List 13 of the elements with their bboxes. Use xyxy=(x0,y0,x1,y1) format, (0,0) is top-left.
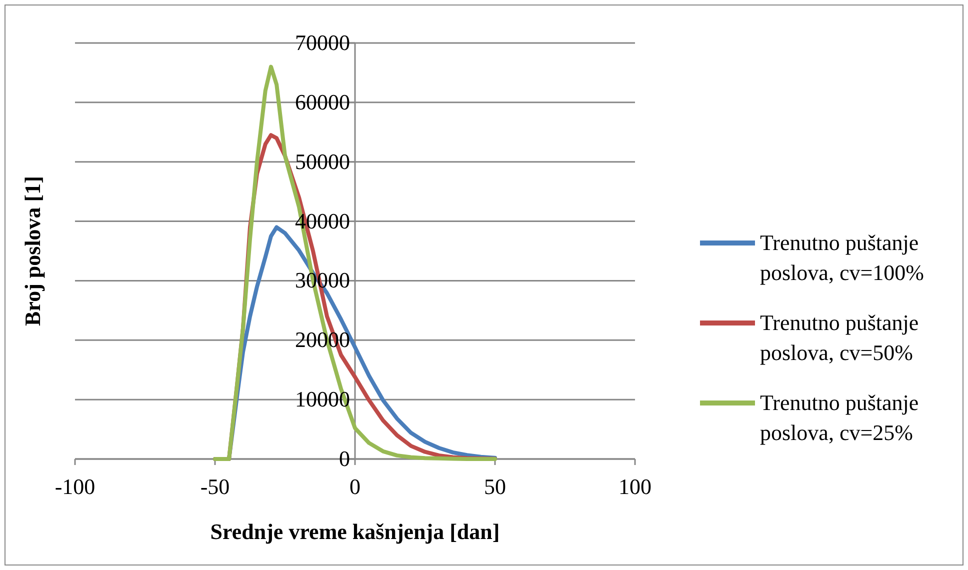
x-tick-label: 50 xyxy=(484,474,506,499)
y-tick-label: 50000 xyxy=(295,148,350,174)
legend-label: Trenutno puštanje poslova, cv=50% xyxy=(760,310,919,365)
y-axis-title: Broj poslova [1] xyxy=(20,176,45,326)
legend-label: Trenutno puštanje poslova, cv=100% xyxy=(760,230,924,285)
x-tick-label: 100 xyxy=(618,474,652,499)
y-tick-label: 0 xyxy=(339,446,350,471)
y-tick-label: 70000 xyxy=(295,30,350,55)
y-tick-label: 60000 xyxy=(295,89,350,114)
legend-label: Trenutno puštanje poslova, cv=25% xyxy=(760,390,919,445)
x-tick-label: -50 xyxy=(200,474,230,499)
x-tick-label: -100 xyxy=(54,474,96,499)
x-axis-title: Srednje vreme kašnjenja [dan] xyxy=(210,519,500,544)
